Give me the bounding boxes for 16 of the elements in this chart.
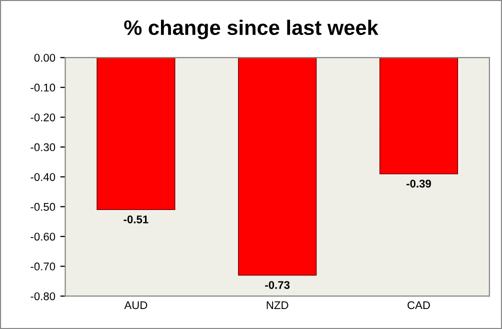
data-label: -0.51 [124,215,148,224]
y-tick-label: -0.40 [30,173,56,181]
data-label: -0.73 [265,281,290,289]
data-label: -0.39 [406,180,432,188]
y-tick-label: -0.30 [30,143,56,152]
y-tick-label: -0.60 [30,232,56,241]
y-tick-label: -0.20 [30,113,56,122]
x-tick-label: CAD [408,301,430,310]
x-tick-label: NZD [266,301,288,310]
y-tick-label: -0.10 [30,84,56,92]
y-tick-label: -0.70 [30,262,56,270]
y-tick-label: 0.00 [34,54,56,62]
y-tick-label: -0.50 [30,202,56,211]
x-tick-label: AUD [124,301,148,310]
chart-title: % change since last week [124,20,378,40]
y-tick-label: -0.80 [30,292,56,300]
